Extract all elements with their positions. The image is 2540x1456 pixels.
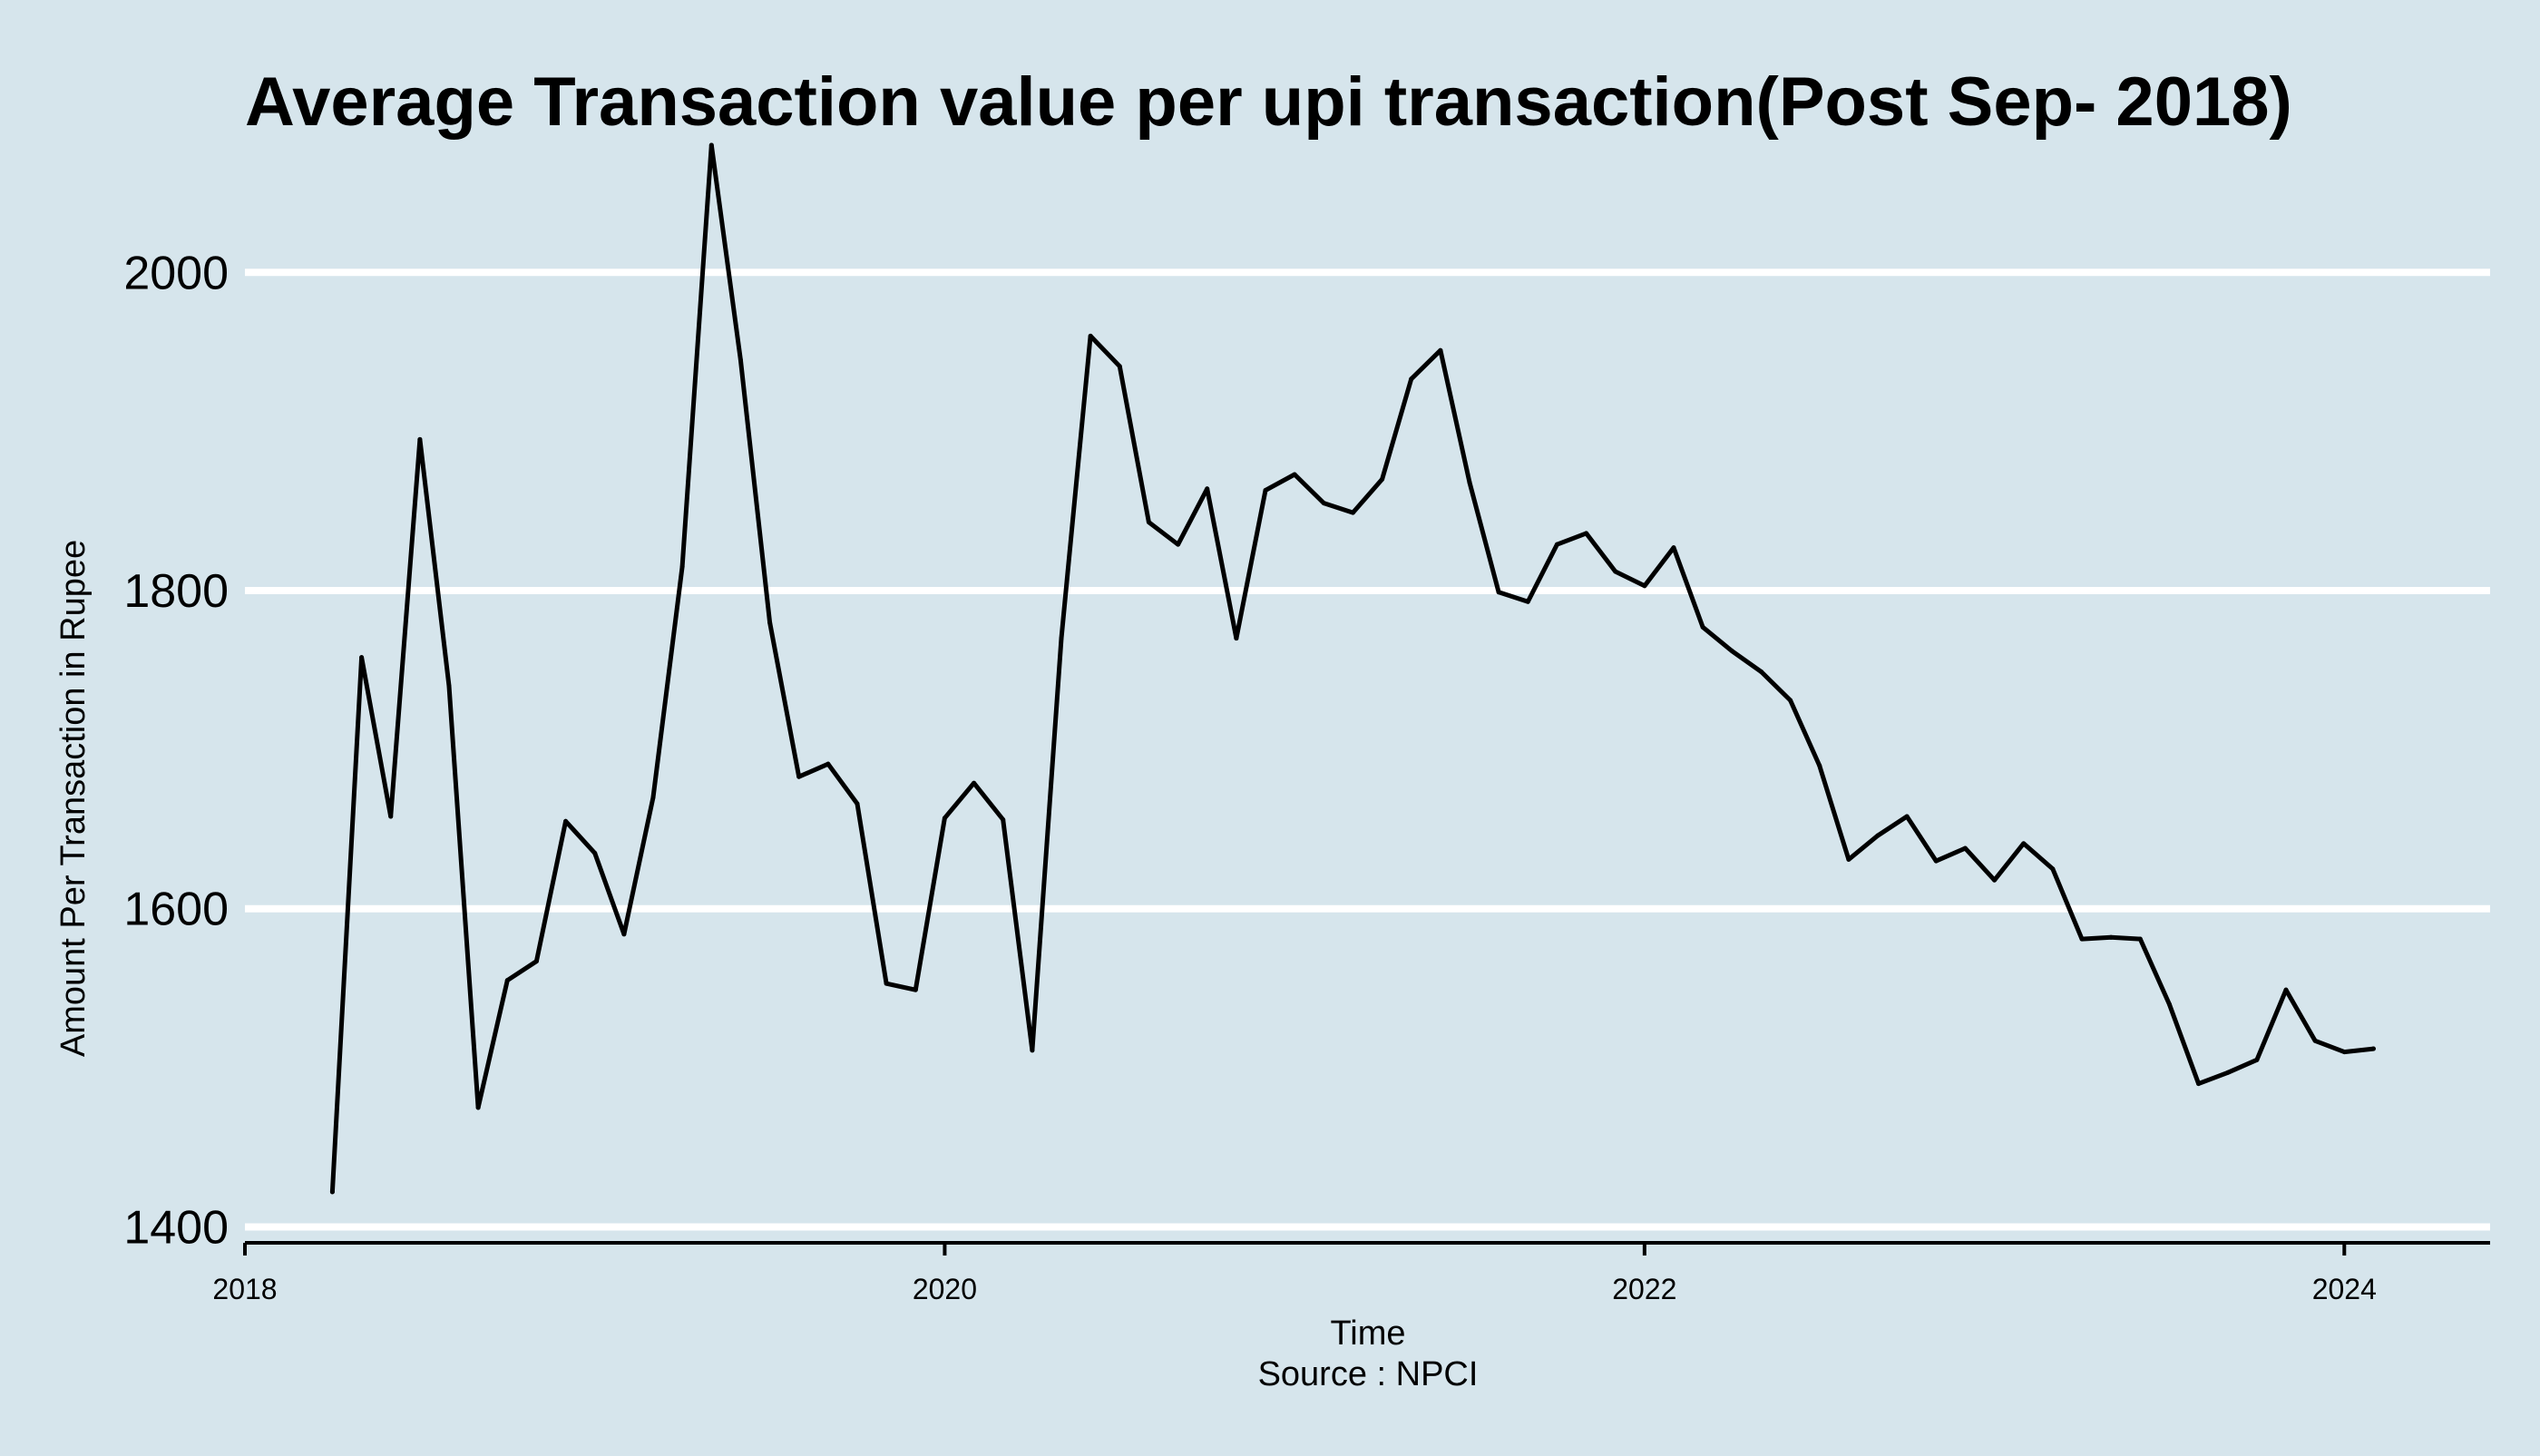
data-point [1350,510,1355,515]
data-point [1467,480,1472,485]
data-point [1817,763,1822,768]
data-point [738,357,743,363]
y-tick-label: 1400 [123,1201,229,1254]
data-point [1059,636,1064,641]
data-point [1846,856,1851,862]
data-point [2341,1050,2347,1055]
chart-caption: Source : NPCI [1258,1355,1479,1393]
data-point [388,814,394,819]
data-point [884,981,889,986]
data-point [2370,1046,2376,1051]
data-point [972,780,977,786]
data-point [1671,545,1676,551]
data-point [1729,649,1734,654]
data-point [913,987,918,992]
data-point [2079,936,2085,942]
chart-title: Average Transaction value per upi transa… [245,64,2292,141]
x-axis-label: Time [1330,1314,1405,1353]
data-point [1554,542,1559,547]
x-tick-label: 2024 [2312,1273,2377,1305]
data-point [826,761,831,767]
x-tick-label: 2020 [913,1273,977,1305]
data-point [2108,934,2114,940]
data-point [708,142,714,148]
data-point [1117,364,1122,369]
data-point [2021,841,2027,846]
data-point [1088,333,1093,338]
data-point [504,978,510,983]
data-point [1875,833,1881,838]
data-point [650,795,656,800]
x-tick-label: 2018 [212,1273,277,1305]
data-point [1525,599,1530,604]
data-point [1758,669,1763,674]
gridlines [245,269,2490,1231]
data-point [2225,1070,2231,1075]
data-point [855,801,860,806]
y-axis-label: Amount Per Transaction in Rupee [54,540,93,1057]
data-point [1642,583,1647,589]
data-point [1700,624,1705,630]
data-point [2196,1081,2202,1087]
y-tick-label: 1800 [123,565,229,618]
data-point [1176,542,1181,547]
data-point [2312,1038,2318,1043]
data-point [1788,698,1793,703]
data-point [1380,476,1385,482]
data-point [1205,486,1210,492]
data-point [1030,1048,1035,1053]
data-point [417,436,423,442]
data-point [1146,520,1151,525]
data-point [1992,877,1998,883]
data-point [1001,817,1006,823]
y-tick-label: 2000 [123,247,229,299]
data-point [592,850,598,855]
data-point [942,816,947,821]
data-point [2050,866,2056,872]
data-point [621,932,627,937]
data-point [2254,1057,2260,1062]
x-tick-label: 2022 [1612,1273,1676,1305]
data-point [359,655,365,660]
data-point [2283,987,2289,992]
data-point [446,683,452,689]
data-point [1904,814,1910,819]
data-point [563,818,569,824]
y-tick-label: 1600 [123,884,229,936]
data-point [1234,636,1239,641]
data-point [1438,347,1443,353]
x-ticks: 2018 2020 2022 2024 [212,1243,2377,1305]
data-point [1321,501,1326,506]
series-line [329,142,2376,1195]
data-point [2166,1002,2172,1007]
data-point [767,620,773,625]
data-point [2137,936,2143,942]
data-point [1613,569,1618,574]
data-point [329,1189,335,1195]
y-ticks: 1400 1600 1800 2000 [123,247,229,1254]
data-points [329,142,2376,1195]
data-point [1962,845,1968,851]
data-point [1292,472,1297,477]
data-point [1409,376,1414,382]
data-point [796,774,802,779]
data-point [1584,531,1589,536]
data-point [475,1105,481,1110]
data-point [1263,488,1268,493]
data-point [1496,590,1501,595]
data-point [679,564,685,570]
data-point [533,959,539,964]
data-point [1933,858,1939,864]
